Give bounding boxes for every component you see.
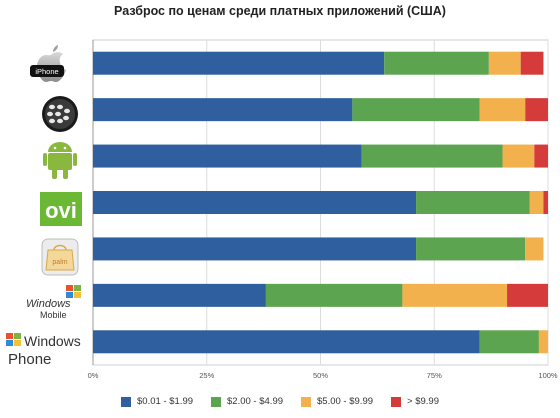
legend-item: $2.00 - $4.99 [211, 396, 283, 407]
bar-segment [479, 98, 526, 122]
palm-bag-icon: palm [41, 238, 79, 276]
bar-segment [93, 237, 417, 261]
ovi-logo: ovi [20, 188, 84, 230]
bar-segment [93, 98, 353, 122]
x-tick-label: 100% [538, 371, 558, 380]
bar-segment [488, 51, 521, 75]
apple-icon: iPhone [30, 45, 66, 82]
bar-segment [529, 191, 544, 214]
windows-mobile-line2: Mobile [40, 310, 67, 320]
legend-swatch [121, 396, 132, 407]
bar-segment [538, 330, 548, 354]
bar-segment [525, 98, 548, 122]
legend-item: $0.01 - $1.99 [121, 396, 193, 407]
palm-logo: palm [20, 236, 84, 278]
bar-segment [520, 51, 544, 75]
x-tick-label: 0% [88, 371, 99, 380]
blackberry-icon [42, 96, 78, 132]
bar-segment [543, 191, 548, 214]
bar-segment [416, 191, 530, 214]
bar-segment [93, 51, 385, 75]
bar-segment [352, 98, 480, 122]
x-tick-label: 50% [313, 371, 328, 380]
windows-phone-line2: Phone [8, 351, 51, 368]
windows-mobile-line1: Windows [26, 298, 71, 310]
bar-segment [402, 283, 508, 307]
bar-segment [384, 51, 489, 75]
legend-swatch [391, 396, 402, 407]
legend-item: $5.00 - $9.99 [301, 396, 373, 407]
legend-swatch [211, 396, 222, 407]
bar-segment [93, 191, 417, 214]
bar-segment [93, 144, 362, 168]
bar-segment [525, 237, 544, 261]
palm-logo-text: palm [52, 259, 67, 266]
windows-flag-icon: Windows Phone [6, 333, 81, 368]
ovi-logo-text: ovi [45, 198, 77, 223]
x-tick-label: 75% [427, 371, 442, 380]
iphone-logo-text: iPhone [35, 67, 58, 76]
chart-legend: $0.01 - $1.99 $2.00 - $4.99 $5.00 - $9.9… [0, 396, 560, 407]
bar-segment [93, 283, 266, 307]
blackberry-logo [20, 93, 84, 135]
windows-phone-logo: Windows Phone [2, 327, 94, 369]
legend-label: $2.00 - $4.99 [227, 396, 284, 407]
legend-label: $0.01 - $1.99 [137, 396, 194, 407]
iphone-logo: iPhone [20, 45, 84, 87]
chart-title: Разброс по ценам среди платных приложени… [114, 4, 446, 18]
windows-flag-icon: Windows Mobile [26, 285, 81, 320]
bar-segment [479, 330, 539, 354]
bar-segment [507, 283, 548, 307]
android-logo [20, 140, 84, 182]
legend-item: > $9.99 [391, 396, 439, 407]
android-robot-icon [43, 142, 77, 179]
legend-swatch [301, 396, 312, 407]
bar-segment [534, 144, 548, 168]
ovi-icon: ovi [40, 192, 82, 226]
windows-mobile-logo: Windows Mobile [20, 282, 84, 324]
legend-label: $5.00 - $9.99 [317, 396, 374, 407]
windows-phone-line1: Windows [24, 333, 81, 349]
bar-segment [416, 237, 526, 261]
bar-segment [265, 283, 403, 307]
bar-segment [93, 330, 480, 354]
x-tick-label: 25% [199, 371, 214, 380]
legend-label: > $9.99 [407, 396, 439, 407]
bar-segment [502, 144, 535, 168]
bar-segment [361, 144, 503, 168]
